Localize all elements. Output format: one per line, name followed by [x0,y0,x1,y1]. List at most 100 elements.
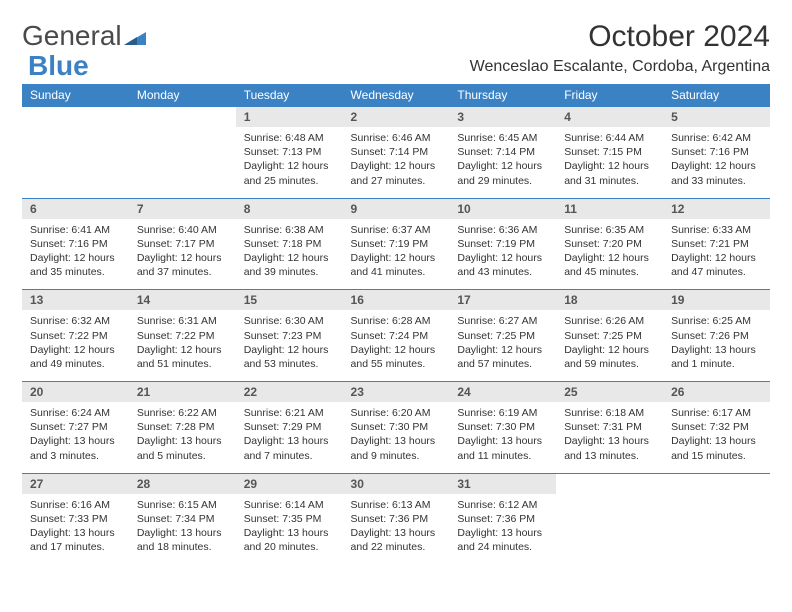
sunset-text: Sunset: 7:16 PM [30,237,121,251]
day-number: 17 [449,290,556,310]
day-content: Sunrise: 6:28 AMSunset: 7:24 PMDaylight:… [343,310,450,381]
calendar-day-cell [22,107,129,199]
calendar-day-cell: 30Sunrise: 6:13 AMSunset: 7:36 PMDayligh… [343,473,450,564]
day-number: 30 [343,474,450,494]
daylight-text: Daylight: 13 hours and 20 minutes. [244,526,335,554]
day-content: Sunrise: 6:16 AMSunset: 7:33 PMDaylight:… [22,494,129,565]
day-content: Sunrise: 6:18 AMSunset: 7:31 PMDaylight:… [556,402,663,473]
sunset-text: Sunset: 7:29 PM [244,420,335,434]
sunrise-text: Sunrise: 6:32 AM [30,314,121,328]
daylight-text: Daylight: 13 hours and 17 minutes. [30,526,121,554]
month-year-title: October 2024 [470,20,770,54]
day-number: 23 [343,382,450,402]
sunset-text: Sunset: 7:18 PM [244,237,335,251]
sunrise-text: Sunrise: 6:46 AM [351,131,442,145]
day-content: Sunrise: 6:14 AMSunset: 7:35 PMDaylight:… [236,494,343,565]
day-content: Sunrise: 6:19 AMSunset: 7:30 PMDaylight:… [449,402,556,473]
sunset-text: Sunset: 7:14 PM [457,145,548,159]
day-content [663,494,770,562]
day-content: Sunrise: 6:21 AMSunset: 7:29 PMDaylight:… [236,402,343,473]
day-content [22,127,129,195]
calendar-day-cell: 25Sunrise: 6:18 AMSunset: 7:31 PMDayligh… [556,382,663,474]
sunrise-text: Sunrise: 6:20 AM [351,406,442,420]
calendar-week-row: 27Sunrise: 6:16 AMSunset: 7:33 PMDayligh… [22,473,770,564]
calendar-day-cell: 22Sunrise: 6:21 AMSunset: 7:29 PMDayligh… [236,382,343,474]
sunset-text: Sunset: 7:20 PM [564,237,655,251]
calendar-day-cell: 14Sunrise: 6:31 AMSunset: 7:22 PMDayligh… [129,290,236,382]
sunrise-text: Sunrise: 6:25 AM [671,314,762,328]
day-content: Sunrise: 6:41 AMSunset: 7:16 PMDaylight:… [22,219,129,290]
calendar-day-cell: 6Sunrise: 6:41 AMSunset: 7:16 PMDaylight… [22,198,129,290]
calendar-day-cell: 15Sunrise: 6:30 AMSunset: 7:23 PMDayligh… [236,290,343,382]
sunset-text: Sunset: 7:35 PM [244,512,335,526]
day-number: 25 [556,382,663,402]
sunset-text: Sunset: 7:36 PM [457,512,548,526]
sunset-text: Sunset: 7:33 PM [30,512,121,526]
calendar-day-cell: 23 Sunrise: 6:20 AMSunset: 7:30 PMDayligh… [343,382,450,474]
day-number: 7 [129,199,236,219]
day-number: 27 [22,474,129,494]
day-number: 2 [343,107,450,127]
page-header: General October 2024 Wenceslao Escalante… [22,20,770,76]
location-subtitle: Wenceslao Escalante, Cordoba, Argentina [470,58,770,76]
calendar-day-cell: 26Sunrise: 6:17 AMSunset: 7:32 PMDayligh… [663,382,770,474]
sunrise-text: Sunrise: 6:17 AM [671,406,762,420]
day-content: Sunrise: 6:26 AMSunset: 7:25 PMDaylight:… [556,310,663,381]
day-content: Sunrise: 6:32 AMSunset: 7:22 PMDaylight:… [22,310,129,381]
daylight-text: Daylight: 12 hours and 49 minutes. [30,343,121,371]
sunset-text: Sunset: 7:13 PM [244,145,335,159]
calendar-day-cell [556,473,663,564]
day-number: 8 [236,199,343,219]
sunset-text: Sunset: 7:25 PM [564,329,655,343]
sunrise-text: Sunrise: 6:45 AM [457,131,548,145]
sunset-text: Sunset: 7:27 PM [30,420,121,434]
daylight-text: Daylight: 12 hours and 51 minutes. [137,343,228,371]
daylight-text: Daylight: 12 hours and 39 minutes. [244,251,335,279]
calendar-day-cell: 24Sunrise: 6:19 AMSunset: 7:30 PMDayligh… [449,382,556,474]
day-content: Sunrise: 6:38 AMSunset: 7:18 PMDaylight:… [236,219,343,290]
daylight-text: Daylight: 12 hours and 55 minutes. [351,343,442,371]
calendar-week-row: 1Sunrise: 6:48 AMSunset: 7:13 PMDaylight… [22,107,770,199]
daylight-text: Daylight: 13 hours and 9 minutes. [351,434,442,462]
day-number: 1 [236,107,343,127]
day-number: 13 [22,290,129,310]
sunset-text: Sunset: 7:30 PM [457,420,548,434]
calendar-day-cell: 3Sunrise: 6:45 AMSunset: 7:14 PMDaylight… [449,107,556,199]
day-number: 20 [22,382,129,402]
daylight-text: Daylight: 13 hours and 22 minutes. [351,526,442,554]
calendar-week-row: 20Sunrise: 6:24 AMSunset: 7:27 PMDayligh… [22,382,770,474]
daylight-text: Daylight: 13 hours and 7 minutes. [244,434,335,462]
sunset-text: Sunset: 7:34 PM [137,512,228,526]
sunrise-text: Sunrise: 6:42 AM [671,131,762,145]
day-number: 15 [236,290,343,310]
calendar-day-cell: 20Sunrise: 6:24 AMSunset: 7:27 PMDayligh… [22,382,129,474]
day-number: 24 [449,382,556,402]
sunset-text: Sunset: 7:23 PM [244,329,335,343]
day-content [129,127,236,195]
day-content: Sunrise: 6:24 AMSunset: 7:27 PMDaylight:… [22,402,129,473]
sunset-text: Sunset: 7:24 PM [351,329,442,343]
calendar-day-cell: 1Sunrise: 6:48 AMSunset: 7:13 PMDaylight… [236,107,343,199]
calendar-day-cell: 28Sunrise: 6:15 AMSunset: 7:34 PMDayligh… [129,473,236,564]
calendar-day-cell [663,473,770,564]
sunrise-text: Sunrise: 6:12 AM [457,498,548,512]
day-content: Sunrise: 6:12 AMSunset: 7:36 PMDaylight:… [449,494,556,565]
logo-blue-wrap: Blue [28,50,89,82]
daylight-text: Daylight: 12 hours and 47 minutes. [671,251,762,279]
calendar-week-row: 6Sunrise: 6:41 AMSunset: 7:16 PMDaylight… [22,198,770,290]
sunrise-text: Sunrise: 6:44 AM [564,131,655,145]
sunrise-text: Sunrise: 6:26 AM [564,314,655,328]
day-number: 21 [129,382,236,402]
sunset-text: Sunset: 7:14 PM [351,145,442,159]
daylight-text: Daylight: 12 hours and 37 minutes. [137,251,228,279]
day-number: 31 [449,474,556,494]
day-content: Sunrise: 6:25 AMSunset: 7:26 PMDaylight:… [663,310,770,381]
daylight-text: Daylight: 13 hours and 18 minutes. [137,526,228,554]
sunrise-text: Sunrise: 6:37 AM [351,223,442,237]
day-content: Sunrise: 6:44 AMSunset: 7:15 PMDaylight:… [556,127,663,198]
day-number: 19 [663,290,770,310]
daylight-text: Daylight: 13 hours and 24 minutes. [457,526,548,554]
weekday-header: Sunday [22,84,129,107]
sunset-text: Sunset: 7:30 PM [351,420,442,434]
day-content: Sunrise: 6:40 AMSunset: 7:17 PMDaylight:… [129,219,236,290]
